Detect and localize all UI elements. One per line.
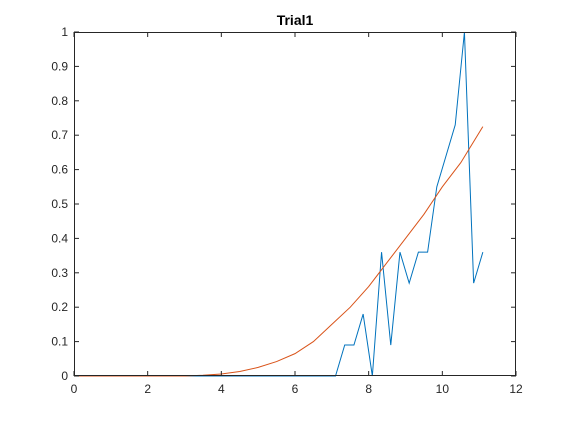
x-tick-label: 6 [292,382,299,396]
x-tick-label: 12 [509,382,523,396]
y-tick-label: 0.6 [51,163,68,177]
y-tick-label: 1 [61,25,68,39]
y-tick-label: 0.9 [51,59,68,73]
x-tick-label: 0 [71,382,78,396]
chart-title: Trial1 [277,12,314,28]
y-tick-label: 0.8 [51,94,68,108]
y-tick-label: 0.5 [51,197,68,211]
y-tick-label: 0.1 [51,335,68,349]
y-tick-label: 0.2 [51,300,68,314]
plot-area [74,32,516,376]
y-tick-label: 0.4 [51,231,68,245]
x-tick-label: 8 [365,382,372,396]
y-tick-label: 0.3 [51,266,68,280]
axes-layer: 0 2 4 6 8 10 12 0 0.1 0.2 0.3 0.4 0.5 0.6 0.7 0.8 0.9 1 [51,25,523,396]
y-tick-label: 0.7 [51,128,68,142]
x-tick-label: 2 [144,382,151,396]
y-tick-label: 0 [61,369,68,383]
x-tick-label: 10 [436,382,450,396]
x-tick-label: 4 [218,382,225,396]
